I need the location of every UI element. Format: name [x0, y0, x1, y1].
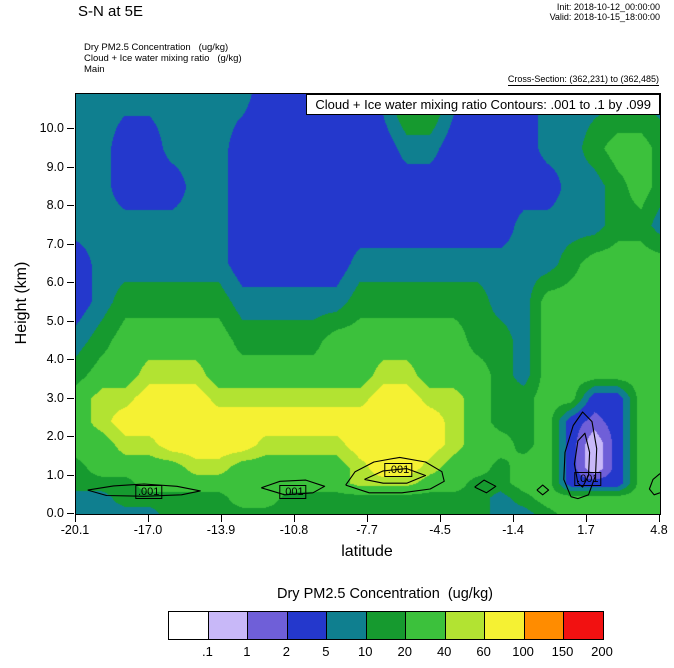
- y-tick-label: 3.0: [46, 390, 64, 405]
- x-tick-label: 4.8: [650, 523, 668, 537]
- x-tick-mark: [74, 515, 76, 522]
- x-tick-mark: [512, 515, 514, 522]
- y-tick-mark: [67, 397, 74, 399]
- x-tick-mark: [439, 515, 441, 522]
- colorbar-cell: [524, 612, 565, 639]
- contour-value-label: .001: [574, 472, 602, 487]
- colorbar-cell: [406, 612, 446, 639]
- colorbar-cell: [564, 612, 604, 639]
- colorbar-tick-label: 10: [358, 644, 373, 659]
- colorbar-cell: [169, 612, 209, 639]
- colorbar-cell: [327, 612, 367, 639]
- field-label-cloud-ice: Cloud + Ice water mixing ratio (g/kg): [84, 53, 242, 64]
- x-tick-mark: [220, 515, 222, 522]
- y-tick-mark: [67, 282, 74, 284]
- cloud-contour-line: [261, 479, 326, 496]
- x-tick-label: -1.4: [502, 523, 524, 537]
- y-tick-mark: [67, 205, 74, 207]
- y-tick-mark: [67, 320, 74, 322]
- colorbar-tick-label: 40: [436, 644, 452, 659]
- cloud-contour-line: [87, 483, 201, 497]
- init-time-label: Init: 2018-10-12_00:00:00: [556, 2, 660, 12]
- y-tick-label: 1.0: [46, 467, 64, 482]
- colorbar-cell: [366, 612, 407, 639]
- x-tick-label: -4.5: [429, 523, 451, 537]
- contour-plot-area: Cloud + Ice water mixing ratio Contours:…: [75, 93, 661, 515]
- colorbar-cell: [248, 612, 288, 639]
- colorbar-cell: [208, 612, 249, 639]
- colorbar-tick-label: 60: [476, 644, 491, 659]
- y-tick-mark: [67, 474, 74, 476]
- x-axis-title: latitude: [341, 543, 393, 560]
- colorbar-title: Dry PM2.5 Concentration (ug/kg): [277, 586, 493, 602]
- cloud-contour-line: [364, 468, 427, 484]
- y-tick-label: 2.0: [46, 429, 64, 443]
- cloud-ice-contours-svg: [87, 411, 660, 500]
- colorbar-tick-label: 150: [551, 644, 574, 659]
- contour-value-label: .001: [134, 484, 163, 499]
- cloud-contour-line: [573, 432, 591, 488]
- valid-time-label: Valid: 2018-10-15_18:00:00: [549, 12, 660, 22]
- colorbar-tick-label: 200: [591, 644, 613, 659]
- x-tick-mark: [147, 515, 149, 522]
- cloud-contour-line: [345, 456, 445, 494]
- x-tick-mark: [293, 515, 295, 522]
- cloud-contour-line: [536, 484, 550, 496]
- contour-value-label: .001: [384, 462, 413, 477]
- y-tick-label: 6.0: [46, 275, 64, 290]
- colorbar-cell: [445, 612, 486, 639]
- colorbar-cell: [287, 612, 328, 639]
- colorbar-tick-label: 1: [243, 644, 251, 659]
- y-tick-label: 5.0: [46, 313, 64, 328]
- y-tick-label: 4.0: [46, 352, 64, 366]
- cloud-contour-line: [474, 479, 497, 494]
- colorbar-tick-label: 5: [322, 644, 330, 659]
- contour-info-box: Cloud + Ice water mixing ratio Contours:…: [306, 94, 660, 115]
- colorbar: [168, 611, 604, 640]
- colorbar-tick-label: 20: [397, 644, 412, 659]
- contour-value-label: .001: [279, 485, 307, 500]
- y-tick-mark: [67, 513, 74, 514]
- y-tick-mark: [67, 243, 74, 245]
- x-tick-label: 1.7: [577, 523, 595, 537]
- y-tick-label: 8.0: [46, 198, 64, 213]
- page-title: S-N at 5E: [78, 3, 144, 20]
- pm25-filled-contour-canvas: [76, 94, 660, 514]
- y-tick-mark: [67, 436, 74, 437]
- colorbar-cell: [485, 612, 525, 639]
- y-tick-label: 9.0: [46, 159, 64, 174]
- field-label-pm25: Dry PM2.5 Concentration (ug/kg): [84, 42, 229, 53]
- x-tick-label: -7.7: [356, 523, 378, 537]
- x-tick-mark: [366, 515, 368, 522]
- x-tick-label: -13.9: [206, 523, 236, 537]
- x-tick-label: -17.0: [133, 523, 163, 537]
- x-tick-mark: [585, 515, 587, 522]
- y-tick-label: 10.0: [39, 121, 64, 136]
- cloud-contour-line: [563, 411, 598, 500]
- field-label-main: Main: [84, 64, 105, 75]
- y-tick-label: 7.0: [46, 236, 64, 251]
- x-tick-mark: [658, 515, 660, 522]
- y-tick-mark: [67, 128, 74, 130]
- x-tick-label: -10.8: [279, 523, 309, 537]
- x-tick-label: -20.1: [60, 523, 90, 537]
- colorbar-tick-label: 2: [282, 644, 290, 659]
- y-tick-label: 0.0: [46, 506, 64, 520]
- cross-section-label: Cross-Section: (362,231) to (362,485): [507, 74, 659, 86]
- colorbar-tick-label: 100: [512, 644, 534, 659]
- y-tick-mark: [67, 359, 74, 360]
- cloud-contour-line: [648, 473, 660, 496]
- colorbar-tick-label: .1: [202, 644, 213, 659]
- y-tick-mark: [67, 166, 74, 168]
